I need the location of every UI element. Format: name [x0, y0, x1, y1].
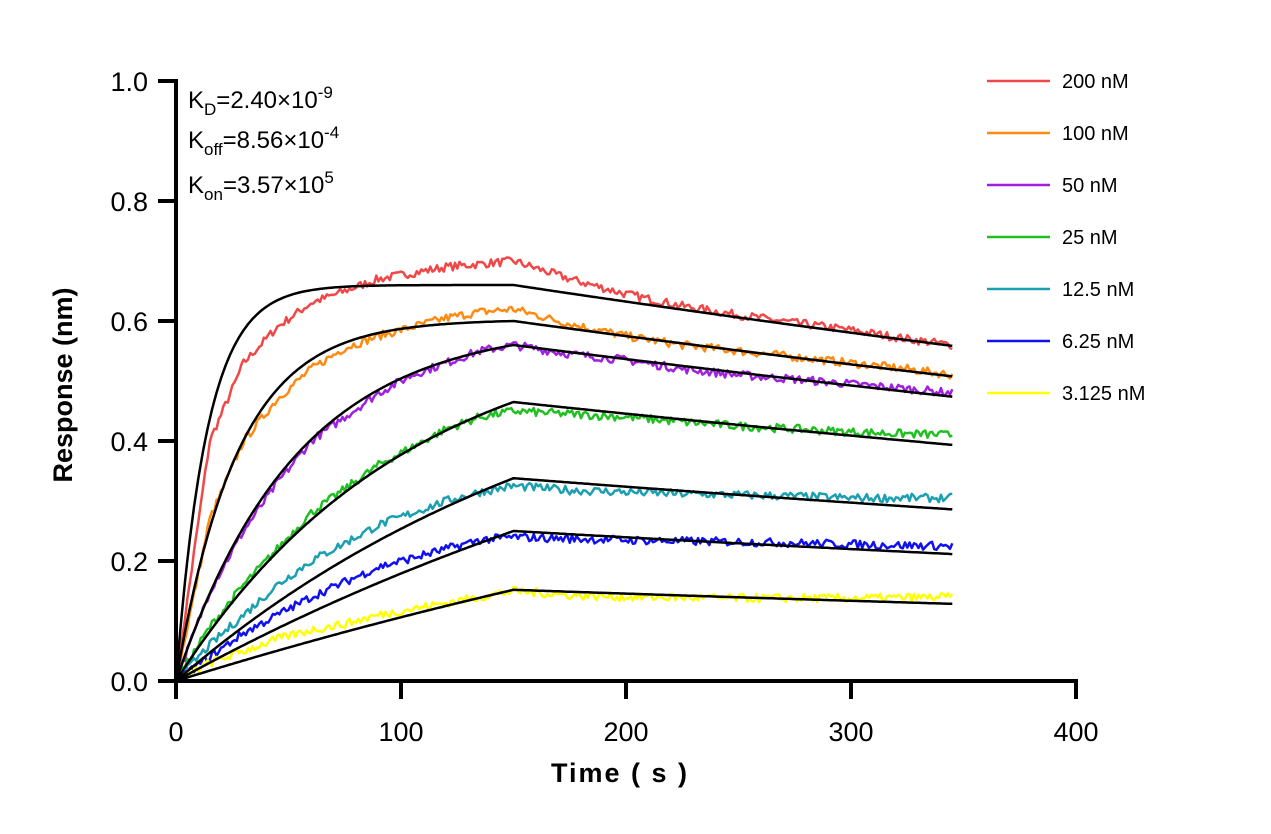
y-axis-title: Response (nm): [48, 287, 78, 482]
observed-curves: [174, 256, 954, 684]
observed-line-6-25-nM: [174, 532, 954, 683]
legend-label: 200 nM: [1062, 71, 1129, 93]
axes: 0 100 200 300 400 0.0 0.2 0.4 0.6 0.8 1.0: [110, 67, 1098, 747]
observed-line-50-nM: [174, 341, 954, 682]
y-tick-label: 0.6: [110, 307, 148, 337]
fit-line-12-5-nM: [175, 476, 953, 682]
observed-line-200-nM: [174, 256, 953, 682]
fit-line-25-nM: [174, 400, 953, 682]
legend-label: 50 nM: [1062, 175, 1118, 197]
fit-curves: [174, 283, 953, 683]
y-tick-label: 1.0: [110, 67, 148, 97]
y-tick-label: 0.2: [110, 547, 148, 577]
legend-label: 12.5 nM: [1062, 279, 1134, 301]
annotation-block: KD=2.40×10-9 Koff=8.56×10-4 Kon=3.57×105: [188, 83, 339, 204]
y-tick-label: 0.4: [110, 427, 148, 457]
observed-line-12-5-nM: [175, 481, 953, 684]
y-tick-label: 0.0: [110, 667, 148, 697]
legend-label: 100 nM: [1062, 123, 1129, 145]
legend-label: 25 nM: [1062, 227, 1118, 249]
fit-line-6-25-nM: [175, 529, 953, 683]
x-axis-title: Time ( s ): [551, 758, 689, 788]
x-tick-label: 200: [603, 717, 648, 747]
fit-line-200-nM: [174, 283, 953, 682]
x-tick-label: 0: [168, 717, 183, 747]
y-tick-label: 0.8: [110, 187, 148, 217]
observed-line-25-nM: [175, 406, 953, 683]
kon-annotation: Kon=3.57×105: [188, 168, 334, 204]
kd-annotation: KD=2.40×10-9: [188, 83, 333, 119]
legend-label: 6.25 nM: [1062, 331, 1134, 353]
x-tick-label: 100: [378, 717, 423, 747]
x-tick-label: 400: [1053, 717, 1098, 747]
fit-line-100-nM: [174, 319, 953, 682]
legend: 200 nM 100 nM 50 nM 25 nM 12.5 nM 6.25 nM 3.12…: [987, 71, 1145, 405]
legend-label: 3.125 nM: [1062, 383, 1145, 405]
fit-line-3-125-nM: [175, 588, 953, 683]
fit-line-50-nM: [174, 343, 953, 682]
x-tick-label: 300: [828, 717, 873, 747]
observed-line-3-125-nM: [175, 585, 954, 682]
koff-annotation: Koff=8.56×10-4: [188, 123, 339, 159]
